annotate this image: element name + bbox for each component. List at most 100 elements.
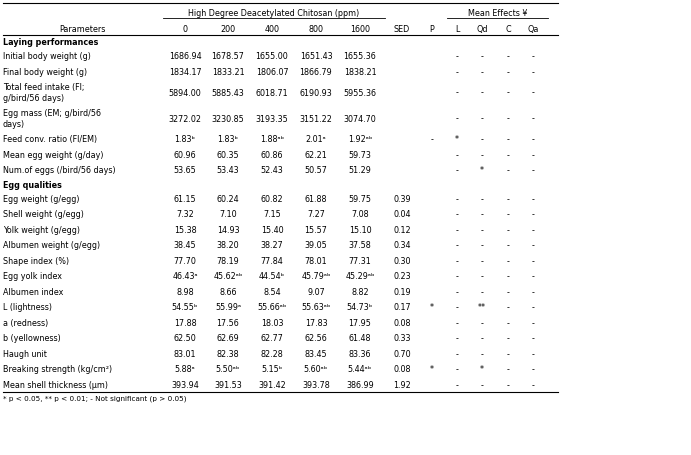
Text: -: - — [455, 225, 458, 234]
Text: 8.66: 8.66 — [219, 287, 237, 296]
Text: -: - — [531, 151, 534, 159]
Text: 17.88: 17.88 — [173, 318, 196, 327]
Text: -: - — [455, 151, 458, 159]
Text: 62.69: 62.69 — [216, 334, 239, 343]
Text: 0.17: 0.17 — [393, 303, 411, 312]
Text: -: - — [531, 303, 534, 312]
Text: -: - — [531, 256, 534, 265]
Text: -: - — [480, 272, 484, 281]
Text: 200: 200 — [220, 25, 236, 33]
Text: 393.78: 393.78 — [302, 380, 330, 389]
Text: 3272.02: 3272.02 — [169, 114, 202, 123]
Text: 0.30: 0.30 — [393, 256, 410, 265]
Text: 14.93: 14.93 — [217, 225, 239, 234]
Text: -: - — [531, 68, 534, 76]
Text: Initial body weight (g): Initial body weight (g) — [3, 52, 91, 61]
Text: 1834.17: 1834.17 — [169, 68, 201, 76]
Text: -: - — [507, 114, 509, 123]
Text: 38.20: 38.20 — [217, 241, 239, 250]
Text: -: - — [455, 364, 458, 374]
Text: -: - — [480, 135, 484, 144]
Text: g/bird/56 days): g/bird/56 days) — [3, 94, 64, 103]
Text: -: - — [455, 88, 458, 97]
Text: -: - — [507, 364, 509, 374]
Text: -: - — [507, 210, 509, 219]
Text: -: - — [507, 349, 509, 358]
Text: -: - — [531, 272, 534, 281]
Text: 17.95: 17.95 — [348, 318, 372, 327]
Text: 62.21: 62.21 — [305, 151, 328, 159]
Text: 54.73ᵇ: 54.73ᵇ — [347, 303, 373, 312]
Text: 0.23: 0.23 — [393, 272, 411, 281]
Text: 1600: 1600 — [350, 25, 370, 33]
Text: 3230.85: 3230.85 — [211, 114, 245, 123]
Text: 61.48: 61.48 — [349, 334, 371, 343]
Text: 5.44ᵃᵇ: 5.44ᵃᵇ — [348, 364, 372, 374]
Text: -: - — [480, 318, 484, 327]
Text: 0: 0 — [182, 25, 187, 33]
Text: Parameters: Parameters — [59, 25, 105, 33]
Text: -: - — [507, 225, 509, 234]
Text: 59.75: 59.75 — [348, 194, 372, 203]
Text: 8.54: 8.54 — [263, 287, 281, 296]
Text: -: - — [507, 166, 509, 175]
Text: 1833.21: 1833.21 — [211, 68, 245, 76]
Text: 1838.21: 1838.21 — [343, 68, 377, 76]
Text: Mean shell thickness (μm): Mean shell thickness (μm) — [3, 380, 108, 389]
Text: -: - — [531, 135, 534, 144]
Text: Albumen index: Albumen index — [3, 287, 64, 296]
Text: 53.65: 53.65 — [173, 166, 196, 175]
Text: 54.55ᵇ: 54.55ᵇ — [172, 303, 198, 312]
Text: *: * — [430, 303, 434, 312]
Text: -: - — [480, 194, 484, 203]
Text: 15.10: 15.10 — [349, 225, 371, 234]
Text: -: - — [507, 52, 509, 61]
Text: 78.01: 78.01 — [305, 256, 328, 265]
Text: -: - — [507, 241, 509, 250]
Text: Total feed intake (FI;: Total feed intake (FI; — [3, 83, 84, 91]
Text: -: - — [455, 241, 458, 250]
Text: 55.99ᵃ: 55.99ᵃ — [215, 303, 241, 312]
Text: -: - — [430, 135, 433, 144]
Text: 3193.35: 3193.35 — [256, 114, 288, 123]
Text: 62.56: 62.56 — [305, 334, 328, 343]
Text: 46.43ᵃ: 46.43ᵃ — [172, 272, 198, 281]
Text: 0.70: 0.70 — [393, 349, 411, 358]
Text: 8.82: 8.82 — [351, 287, 369, 296]
Text: *: * — [480, 364, 484, 374]
Text: b (yellowness): b (yellowness) — [3, 334, 61, 343]
Text: 37.58: 37.58 — [349, 241, 371, 250]
Text: * p < 0.05, ** p < 0.01; - Not significant (p > 0.05): * p < 0.05, ** p < 0.01; - Not significa… — [3, 395, 187, 401]
Text: -: - — [531, 334, 534, 343]
Text: 45.79ᵃᵇ: 45.79ᵃᵇ — [301, 272, 331, 281]
Text: P: P — [430, 25, 435, 33]
Text: -: - — [480, 225, 484, 234]
Text: 386.99: 386.99 — [346, 380, 374, 389]
Text: Mean Effects ¥: Mean Effects ¥ — [468, 9, 527, 17]
Text: Mean egg weight (g/day): Mean egg weight (g/day) — [3, 151, 104, 159]
Text: -: - — [480, 334, 484, 343]
Text: -: - — [455, 303, 458, 312]
Text: 9.07: 9.07 — [307, 287, 325, 296]
Text: -: - — [507, 303, 509, 312]
Text: 17.56: 17.56 — [216, 318, 239, 327]
Text: *: * — [430, 364, 434, 374]
Text: 60.82: 60.82 — [261, 194, 283, 203]
Text: Final body weight (g): Final body weight (g) — [3, 68, 87, 76]
Text: days): days) — [3, 120, 25, 129]
Text: 7.08: 7.08 — [351, 210, 369, 219]
Text: -: - — [531, 166, 534, 175]
Text: -: - — [455, 380, 458, 389]
Text: 1806.07: 1806.07 — [256, 68, 288, 76]
Text: 1.92ᵃᵇ: 1.92ᵃᵇ — [348, 135, 372, 144]
Text: -: - — [455, 114, 458, 123]
Text: 393.94: 393.94 — [171, 380, 199, 389]
Text: 77.84: 77.84 — [261, 256, 283, 265]
Text: 6018.71: 6018.71 — [256, 88, 288, 97]
Text: 62.77: 62.77 — [261, 334, 283, 343]
Text: *: * — [480, 166, 484, 175]
Text: 82.28: 82.28 — [261, 349, 283, 358]
Text: -: - — [455, 256, 458, 265]
Text: 1651.43: 1651.43 — [300, 52, 332, 61]
Text: -: - — [531, 364, 534, 374]
